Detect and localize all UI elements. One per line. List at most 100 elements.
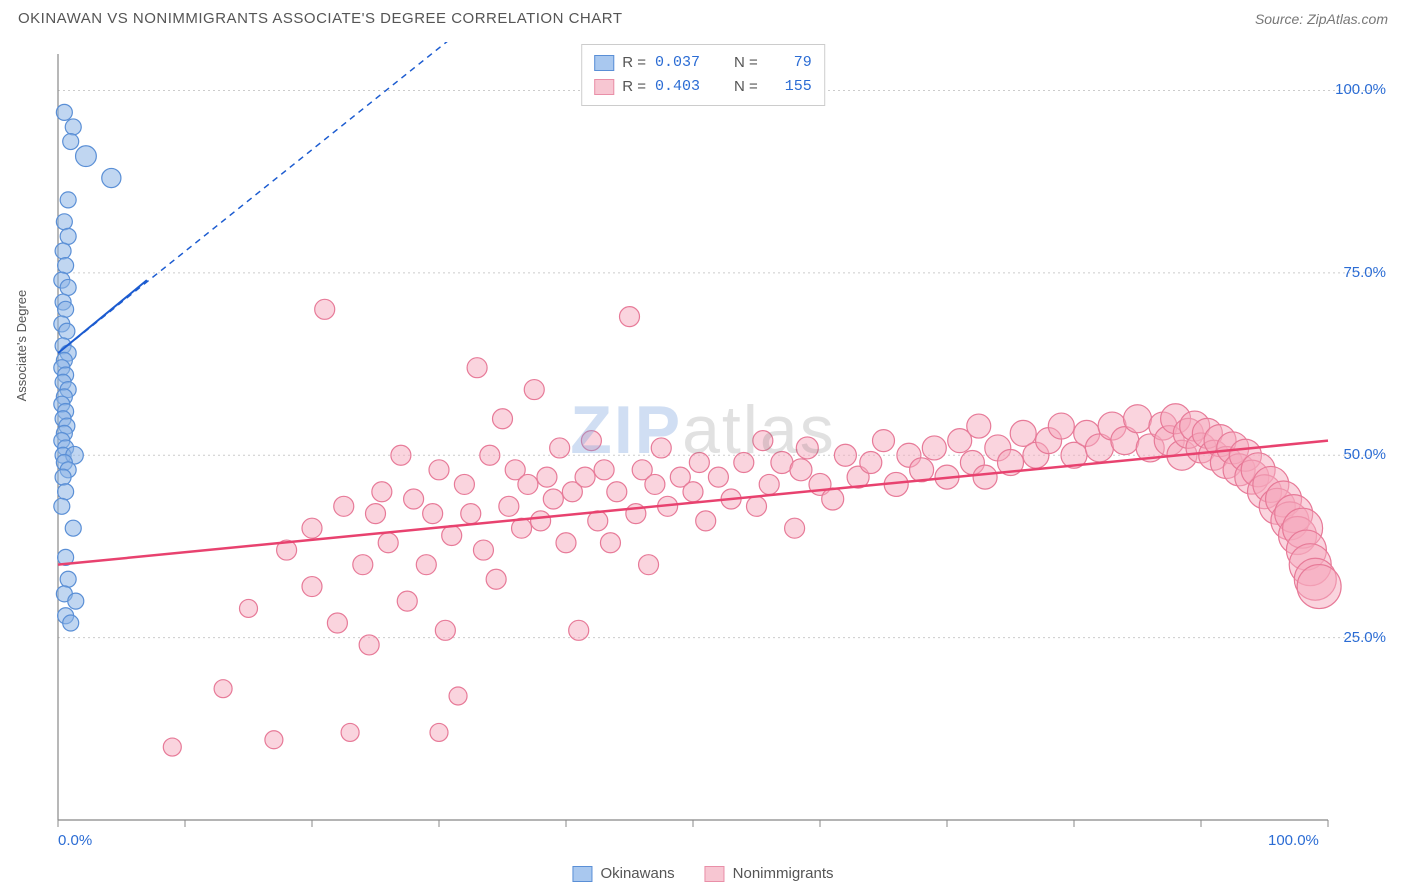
data-point-nonimmigrants: [569, 620, 589, 640]
data-point-nonimmigrants: [378, 533, 398, 553]
r-value: 0.403: [654, 75, 700, 99]
n-value: 155: [766, 75, 812, 99]
data-point-nonimmigrants: [524, 380, 544, 400]
data-point-nonimmigrants: [430, 723, 448, 741]
data-point-nonimmigrants: [366, 504, 386, 524]
legend-series-item: Okinawans: [572, 865, 674, 882]
n-value: 79: [766, 51, 812, 75]
data-point-nonimmigrants: [822, 488, 844, 510]
r-label: R =: [622, 75, 646, 99]
data-point-nonimmigrants: [708, 467, 728, 487]
n-label: N =: [734, 75, 758, 99]
data-point-okinawans: [54, 498, 70, 514]
data-point-nonimmigrants: [449, 687, 467, 705]
legend-series-label: Okinawans: [600, 865, 674, 882]
data-point-nonimmigrants: [334, 496, 354, 516]
data-point-nonimmigrants: [753, 431, 773, 451]
legend-series: Okinawans Nonimmigrants: [572, 865, 833, 882]
data-point-okinawans: [60, 192, 76, 208]
data-point-nonimmigrants: [493, 409, 513, 429]
data-point-okinawans: [55, 469, 71, 485]
data-point-nonimmigrants: [214, 680, 232, 698]
legend-swatch: [572, 866, 592, 882]
data-point-nonimmigrants: [537, 467, 557, 487]
data-point-nonimmigrants: [302, 577, 322, 597]
data-point-nonimmigrants: [461, 504, 481, 524]
y-tick-label: 100.0%: [1335, 81, 1386, 98]
r-value: 0.037: [654, 51, 700, 75]
source-credit: Source: ZipAtlas.com: [1255, 11, 1388, 27]
trendline-extension: [58, 42, 477, 353]
data-point-nonimmigrants: [265, 731, 283, 749]
data-point-nonimmigrants: [556, 533, 576, 553]
data-point-nonimmigrants: [967, 414, 991, 438]
r-label: R =: [622, 51, 646, 75]
chart-title: OKINAWAN VS NONIMMIGRANTS ASSOCIATE'S DE…: [18, 10, 623, 27]
data-point-nonimmigrants: [423, 504, 443, 524]
legend-stat-row: R = 0.403 N = 155: [594, 75, 812, 99]
chart-area: Associate's Degree R =0.037 N =79R =0.40…: [18, 42, 1388, 850]
legend-correlation-box: R = 0.037 N = 79 R = 0.403 N = 155: [581, 44, 825, 106]
data-point-nonimmigrants: [1297, 565, 1341, 609]
data-point-nonimmigrants: [353, 555, 373, 575]
data-point-nonimmigrants: [734, 453, 754, 473]
data-point-okinawans: [60, 279, 76, 295]
data-point-nonimmigrants: [391, 445, 411, 465]
data-point-nonimmigrants: [499, 496, 519, 516]
data-point-okinawans: [58, 258, 74, 274]
data-point-nonimmigrants: [302, 518, 322, 538]
data-point-nonimmigrants: [910, 458, 934, 482]
data-point-nonimmigrants: [922, 436, 946, 460]
legend-swatch: [594, 55, 614, 71]
data-point-okinawans: [68, 593, 84, 609]
data-point-nonimmigrants: [480, 445, 500, 465]
data-point-nonimmigrants: [620, 307, 640, 327]
data-point-nonimmigrants: [454, 474, 474, 494]
data-point-okinawans: [63, 615, 79, 631]
data-point-nonimmigrants: [404, 489, 424, 509]
data-point-okinawans: [63, 134, 79, 150]
legend-series-label: Nonimmigrants: [733, 865, 834, 882]
data-point-okinawans: [58, 301, 74, 317]
data-point-okinawans: [60, 228, 76, 244]
data-point-okinawans: [65, 119, 81, 135]
data-point-nonimmigrants: [645, 474, 665, 494]
y-tick-label: 75.0%: [1343, 264, 1386, 281]
data-point-nonimmigrants: [442, 525, 462, 545]
data-point-nonimmigrants: [607, 482, 627, 502]
data-point-nonimmigrants: [435, 620, 455, 640]
y-tick-label: 25.0%: [1343, 629, 1386, 646]
data-point-okinawans: [65, 520, 81, 536]
data-point-nonimmigrants: [639, 555, 659, 575]
data-point-nonimmigrants: [790, 459, 812, 481]
data-point-nonimmigrants: [531, 511, 551, 531]
data-point-nonimmigrants: [359, 635, 379, 655]
x-tick-label: 100.0%: [1268, 832, 1319, 849]
data-point-nonimmigrants: [397, 591, 417, 611]
legend-swatch: [594, 79, 614, 95]
data-point-nonimmigrants: [550, 438, 570, 458]
data-point-nonimmigrants: [429, 460, 449, 480]
data-point-nonimmigrants: [785, 518, 805, 538]
data-point-nonimmigrants: [759, 474, 779, 494]
data-point-nonimmigrants: [240, 599, 258, 617]
data-point-nonimmigrants: [834, 444, 856, 466]
data-point-okinawans: [55, 243, 71, 259]
data-point-nonimmigrants: [341, 723, 359, 741]
data-point-okinawans: [56, 104, 72, 120]
legend-series-item: Nonimmigrants: [705, 865, 834, 882]
data-point-nonimmigrants: [860, 452, 882, 474]
data-point-nonimmigrants: [543, 489, 563, 509]
data-point-nonimmigrants: [473, 540, 493, 560]
data-point-okinawans: [59, 323, 75, 339]
data-point-nonimmigrants: [315, 299, 335, 319]
source-prefix: Source:: [1255, 11, 1307, 27]
x-tick-label: 0.0%: [58, 832, 92, 849]
n-label: N =: [734, 51, 758, 75]
data-point-nonimmigrants: [1124, 405, 1152, 433]
data-point-nonimmigrants: [594, 460, 614, 480]
data-point-okinawans: [58, 484, 74, 500]
data-point-nonimmigrants: [600, 533, 620, 553]
chart-header: OKINAWAN VS NONIMMIGRANTS ASSOCIATE'S DE…: [0, 0, 1406, 33]
data-point-nonimmigrants: [467, 358, 487, 378]
